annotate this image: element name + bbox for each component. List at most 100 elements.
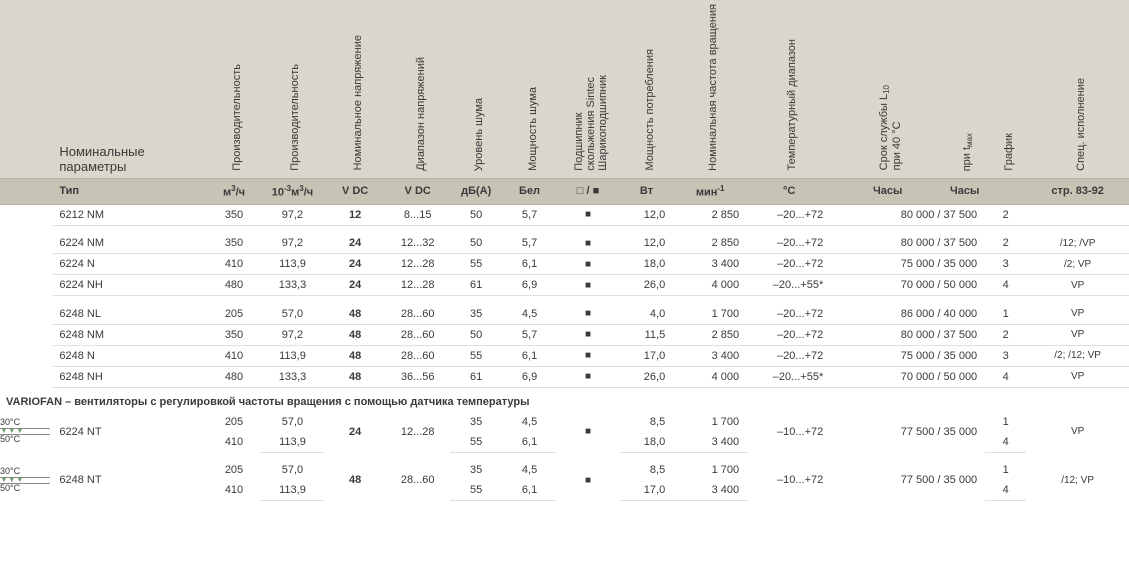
cell: 11,5 bbox=[620, 324, 673, 345]
table-row: 6248 NM35097,24828...60505,7■11,52 850–2… bbox=[0, 324, 1129, 345]
cell: VP bbox=[1026, 324, 1129, 345]
table-row: 6248 N410113,94828...60556,1■17,03 400–2… bbox=[0, 345, 1129, 366]
cell: 17,0 bbox=[620, 480, 673, 501]
table-row: 6224 NM35097,22412...32505,7■12,02 850–2… bbox=[0, 233, 1129, 254]
variofan-row-1: 30°C▼▼▼50°C6248 NT20557,04828...60354,5■… bbox=[0, 460, 1129, 480]
cell: 80 000 / 37 500 bbox=[831, 233, 985, 254]
cell: 410 bbox=[207, 345, 260, 366]
cell: 4,5 bbox=[503, 304, 556, 325]
cell: –20...+72 bbox=[747, 254, 831, 275]
cell: 97,2 bbox=[261, 204, 325, 225]
cell: 2 850 bbox=[673, 204, 747, 225]
cell: /2; VP bbox=[1026, 254, 1129, 275]
cell: 6224 NH bbox=[53, 275, 207, 296]
cell: 48 bbox=[324, 460, 386, 501]
table-row: 6212 NM35097,2128...15505,7■12,02 850–20… bbox=[0, 204, 1129, 225]
cell: 6248 N bbox=[53, 345, 207, 366]
cell: 12...32 bbox=[386, 233, 450, 254]
cell: 113,9 bbox=[261, 254, 325, 275]
cell: 6224 N bbox=[53, 254, 207, 275]
cell: 4 bbox=[985, 275, 1026, 296]
variofan-title: VARIOFAN – вентиляторы с регулировкой ча… bbox=[0, 387, 1129, 412]
cell: 97,2 bbox=[261, 324, 325, 345]
cell: 3 400 bbox=[673, 480, 747, 501]
cell: /2; /12; VP bbox=[1026, 345, 1129, 366]
cell: 3 bbox=[985, 345, 1026, 366]
cell: 480 bbox=[207, 275, 260, 296]
col-header: Производительность bbox=[207, 0, 260, 178]
cell: ■ bbox=[556, 366, 620, 387]
table-row: 6248 NH480133,34836...56616,9■26,04 000–… bbox=[0, 366, 1129, 387]
temp-range-icon: 30°C▼▼▼50°C bbox=[0, 412, 53, 453]
cell: 2 850 bbox=[673, 233, 747, 254]
cell: VP bbox=[1026, 275, 1129, 296]
cell: 1 700 bbox=[673, 460, 747, 480]
cell: 6248 NT bbox=[53, 460, 207, 501]
table-body: 6212 NM35097,2128...15505,7■12,02 850–20… bbox=[0, 204, 1129, 501]
cell: 24 bbox=[324, 412, 386, 453]
cell: 35 bbox=[450, 460, 503, 480]
cell bbox=[0, 254, 53, 275]
cell: 6248 NL bbox=[53, 304, 207, 325]
cell: 8...15 bbox=[386, 204, 450, 225]
col-header: Подшипникскольжения SintecШарикоподшипни… bbox=[556, 0, 620, 178]
unit-cell: стр. 83-92 bbox=[1026, 178, 1129, 204]
unit-cell: °C bbox=[747, 178, 831, 204]
header-row: Номинальные параметры Производительность… bbox=[0, 0, 1129, 178]
param-label: Номинальные параметры bbox=[53, 0, 207, 178]
cell: 70 000 / 50 000 bbox=[831, 366, 985, 387]
cell: 24 bbox=[324, 233, 386, 254]
cell: 3 400 bbox=[673, 432, 747, 453]
cell: 4 000 bbox=[673, 275, 747, 296]
cell: 410 bbox=[207, 432, 260, 453]
cell: 86 000 / 40 000 bbox=[831, 304, 985, 325]
cell: 55 bbox=[450, 254, 503, 275]
cell: 6,9 bbox=[503, 366, 556, 387]
cell: 4 000 bbox=[673, 366, 747, 387]
col-header: Уровень шума bbox=[450, 0, 503, 178]
cell: 6248 NM bbox=[53, 324, 207, 345]
cell: /12; /VP bbox=[1026, 233, 1129, 254]
cell: –20...+72 bbox=[747, 233, 831, 254]
cell: 48 bbox=[324, 304, 386, 325]
cell: ■ bbox=[556, 204, 620, 225]
unit-cell: □ / ■ bbox=[556, 178, 620, 204]
unit-cell: м3/ч bbox=[207, 178, 260, 204]
cell: 80 000 / 37 500 bbox=[831, 324, 985, 345]
cell: 113,9 bbox=[261, 345, 325, 366]
cell: VP bbox=[1026, 304, 1129, 325]
cell: 35 bbox=[450, 412, 503, 432]
cell: 3 400 bbox=[673, 254, 747, 275]
cell: 410 bbox=[207, 480, 260, 501]
unit-cell: мин-1 bbox=[673, 178, 747, 204]
table-row: 6224 N410113,92412...28556,1■18,03 400–2… bbox=[0, 254, 1129, 275]
cell: 50 bbox=[450, 324, 503, 345]
cell: 70 000 / 50 000 bbox=[831, 275, 985, 296]
col-header: Мощность шума bbox=[503, 0, 556, 178]
cell: 480 bbox=[207, 366, 260, 387]
cell bbox=[0, 304, 53, 325]
cell: 28...60 bbox=[386, 304, 450, 325]
unit-cell bbox=[985, 178, 1026, 204]
cell: 50 bbox=[450, 233, 503, 254]
cell: 133,3 bbox=[261, 275, 325, 296]
cell: 61 bbox=[450, 366, 503, 387]
cell: 12...28 bbox=[386, 275, 450, 296]
cell: 48 bbox=[324, 345, 386, 366]
type-header: Тип bbox=[53, 178, 207, 204]
cell: 12 bbox=[324, 204, 386, 225]
cell: 12,0 bbox=[620, 233, 673, 254]
cell: ■ bbox=[556, 254, 620, 275]
cell: 4 bbox=[985, 366, 1026, 387]
cell: –20...+55* bbox=[747, 275, 831, 296]
unit-cell: Бел bbox=[503, 178, 556, 204]
cell: 1 700 bbox=[673, 304, 747, 325]
cell: 205 bbox=[207, 412, 260, 432]
cell: 6,1 bbox=[503, 480, 556, 501]
cell: ■ bbox=[556, 275, 620, 296]
cell: 61 bbox=[450, 275, 503, 296]
cell: 57,0 bbox=[261, 412, 325, 432]
cell: 113,9 bbox=[261, 432, 325, 453]
cell: –20...+72 bbox=[747, 204, 831, 225]
col-header: График bbox=[985, 0, 1026, 178]
